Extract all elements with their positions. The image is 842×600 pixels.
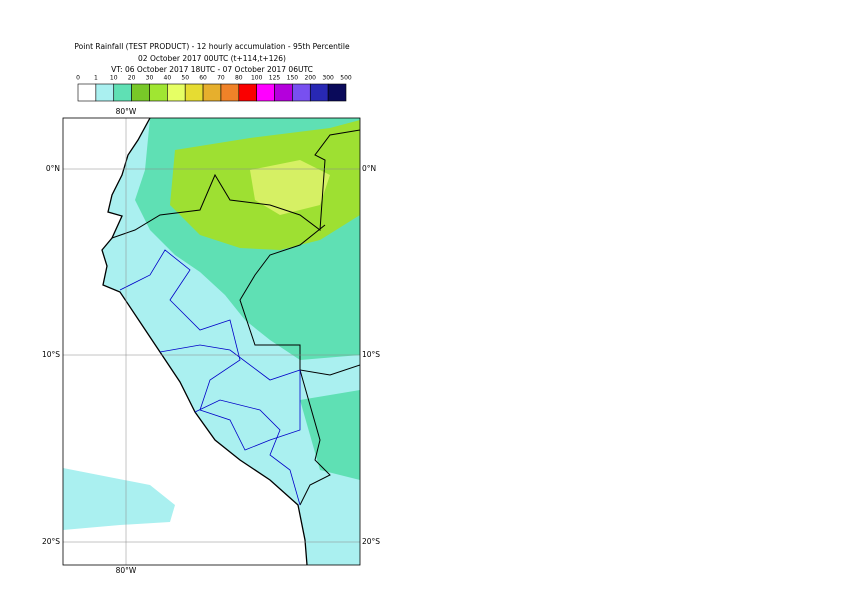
lat-label: 0°N <box>46 164 60 173</box>
legend-swatch <box>77 83 97 102</box>
lat-label: 20°S <box>42 537 60 546</box>
legend-label: 60 <box>199 75 207 82</box>
coastline <box>101 118 308 565</box>
rain-mint-south <box>300 390 360 480</box>
map <box>63 118 360 565</box>
legend-label: 30 <box>146 75 154 82</box>
legend-swatch <box>327 83 347 102</box>
legend-label: 10 <box>110 75 118 82</box>
legend-swatch <box>292 83 311 102</box>
legend-label: 70 <box>217 75 225 82</box>
sea-rain <box>63 468 175 530</box>
legend-label: 300 <box>322 75 334 82</box>
valid-time: VT: 06 October 2017 18UTC - 07 October 2… <box>111 65 313 74</box>
legend-label: 80 <box>235 75 243 82</box>
legend-swatch <box>309 83 329 102</box>
country-border <box>111 129 360 239</box>
legend-swatch <box>202 83 222 102</box>
country-border <box>239 224 360 376</box>
region-border <box>119 249 301 451</box>
legend-label: 20 <box>128 75 136 82</box>
legend-swatch <box>274 83 293 102</box>
legend-swatch <box>149 83 168 102</box>
legend-swatch <box>95 83 115 102</box>
legend-label: 500 <box>340 75 352 82</box>
title: Point Rainfall (TEST PRODUCT) - 12 hourl… <box>74 42 350 51</box>
lon-label: 80°W <box>116 107 137 116</box>
legend-label: 50 <box>181 75 189 82</box>
lat-label: 20°S <box>362 537 380 546</box>
legend-swatch <box>113 83 132 102</box>
rain-yellow-green <box>250 160 330 215</box>
lat-label: 10°S <box>42 350 60 359</box>
legend-label: 125 <box>269 75 281 82</box>
country-border <box>299 369 331 506</box>
legend-swatch <box>256 83 275 102</box>
legend-swatch <box>167 83 186 102</box>
legend-label: 1 <box>94 75 98 82</box>
lat-label: 10°S <box>362 350 380 359</box>
legend-swatch <box>238 83 257 102</box>
region-border <box>159 344 301 381</box>
legend: 0 1 10 20 30 40 50 60 70 80 100 125 150 200 300 500 <box>76 75 352 102</box>
legend-label: 0 <box>76 75 80 82</box>
legend-label: 200 <box>305 75 317 82</box>
lon-label: 80°W <box>116 566 137 575</box>
subtitle: 02 October 2017 00UTC (t+114,t+126) <box>138 54 286 63</box>
legend-label: 40 <box>164 75 172 82</box>
lat-label: 0°N <box>362 164 376 173</box>
legend-swatch <box>220 83 240 102</box>
map-frame <box>62 117 361 566</box>
legend-swatch <box>184 83 204 102</box>
legend-label: 150 <box>287 75 299 82</box>
region-border <box>194 399 301 506</box>
legend-label: 100 <box>251 75 263 82</box>
legend-swatch <box>131 83 150 102</box>
